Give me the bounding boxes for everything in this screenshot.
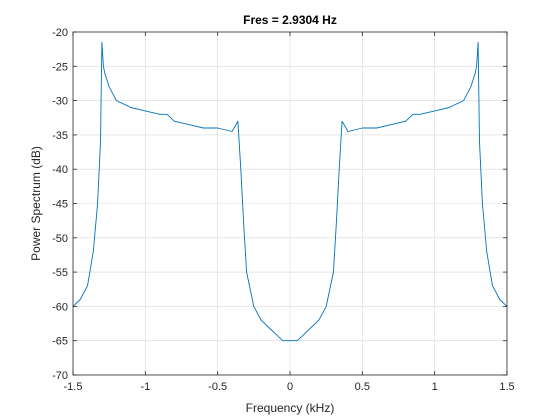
x-tick-label: -1 xyxy=(140,381,150,393)
ticks: -1.5 -1 -0.5 0 0.5 1 1.5 -20 -25 -30 -35 -40 -45 -50 -… xyxy=(52,27,515,393)
x-tick-label: 0 xyxy=(287,381,293,393)
y-tick-label: -55 xyxy=(52,267,68,279)
y-tick-label: -60 xyxy=(52,301,68,313)
y-tick-label: -30 xyxy=(52,96,68,108)
data-layer xyxy=(72,41,508,342)
x-tick-label: 1.5 xyxy=(499,381,514,393)
x-tick-label: -1.5 xyxy=(64,381,83,393)
y-tick-label: -35 xyxy=(52,130,68,142)
y-tick-label: -40 xyxy=(52,164,68,176)
y-tick-label: -25 xyxy=(52,61,68,73)
x-tick-label: 0.5 xyxy=(355,381,370,393)
series-line xyxy=(72,41,508,342)
x-tick-label: -0.5 xyxy=(208,381,227,393)
chart-title: Fres = 2.9304 Hz xyxy=(243,13,337,27)
x-tick-label: 1 xyxy=(432,381,438,393)
y-tick-label: -70 xyxy=(52,370,68,382)
y-axis-label: Power Spectrum (dB) xyxy=(29,146,43,261)
y-tick-label: -20 xyxy=(52,27,68,39)
y-tick-label: -50 xyxy=(52,233,68,245)
y-tick-label: -65 xyxy=(52,336,68,348)
x-axis-label: Frequency (kHz) xyxy=(246,401,335,415)
y-tick-label: -45 xyxy=(52,199,68,211)
